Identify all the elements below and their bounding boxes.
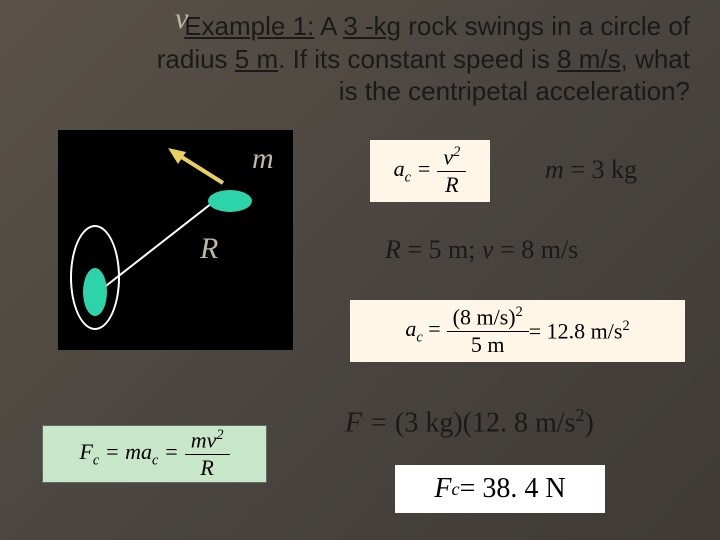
v-label: v [175, 2, 188, 36]
accel-calculation: ac = (8 m/s)2 5 m = 12.8 m/s2 [350, 300, 685, 362]
centripetal-accel-formula: ac = v2 R [370, 140, 490, 202]
m-label: m [252, 142, 274, 176]
mass-given: m = 3 kg [545, 155, 637, 185]
R-label: R [200, 232, 218, 266]
rock-marker [208, 190, 252, 212]
force-calculation: F = (3 kg)(12. 8 m/s2) [345, 405, 594, 439]
velocity-arrow-icon [168, 148, 228, 188]
problem-title: Example 1: A 3 -kg rock swings in a circ… [0, 0, 720, 116]
radius-velocity-given: R = 5 m; v = 8 m/s [385, 235, 578, 265]
final-answer: Fc = 38. 4 N [395, 465, 605, 513]
example-label: Example 1: [184, 11, 314, 41]
centripetal-force-formula: Fc = mac = mv2 R [42, 425, 267, 483]
pivot-marker [83, 268, 107, 316]
string-line [101, 202, 213, 290]
